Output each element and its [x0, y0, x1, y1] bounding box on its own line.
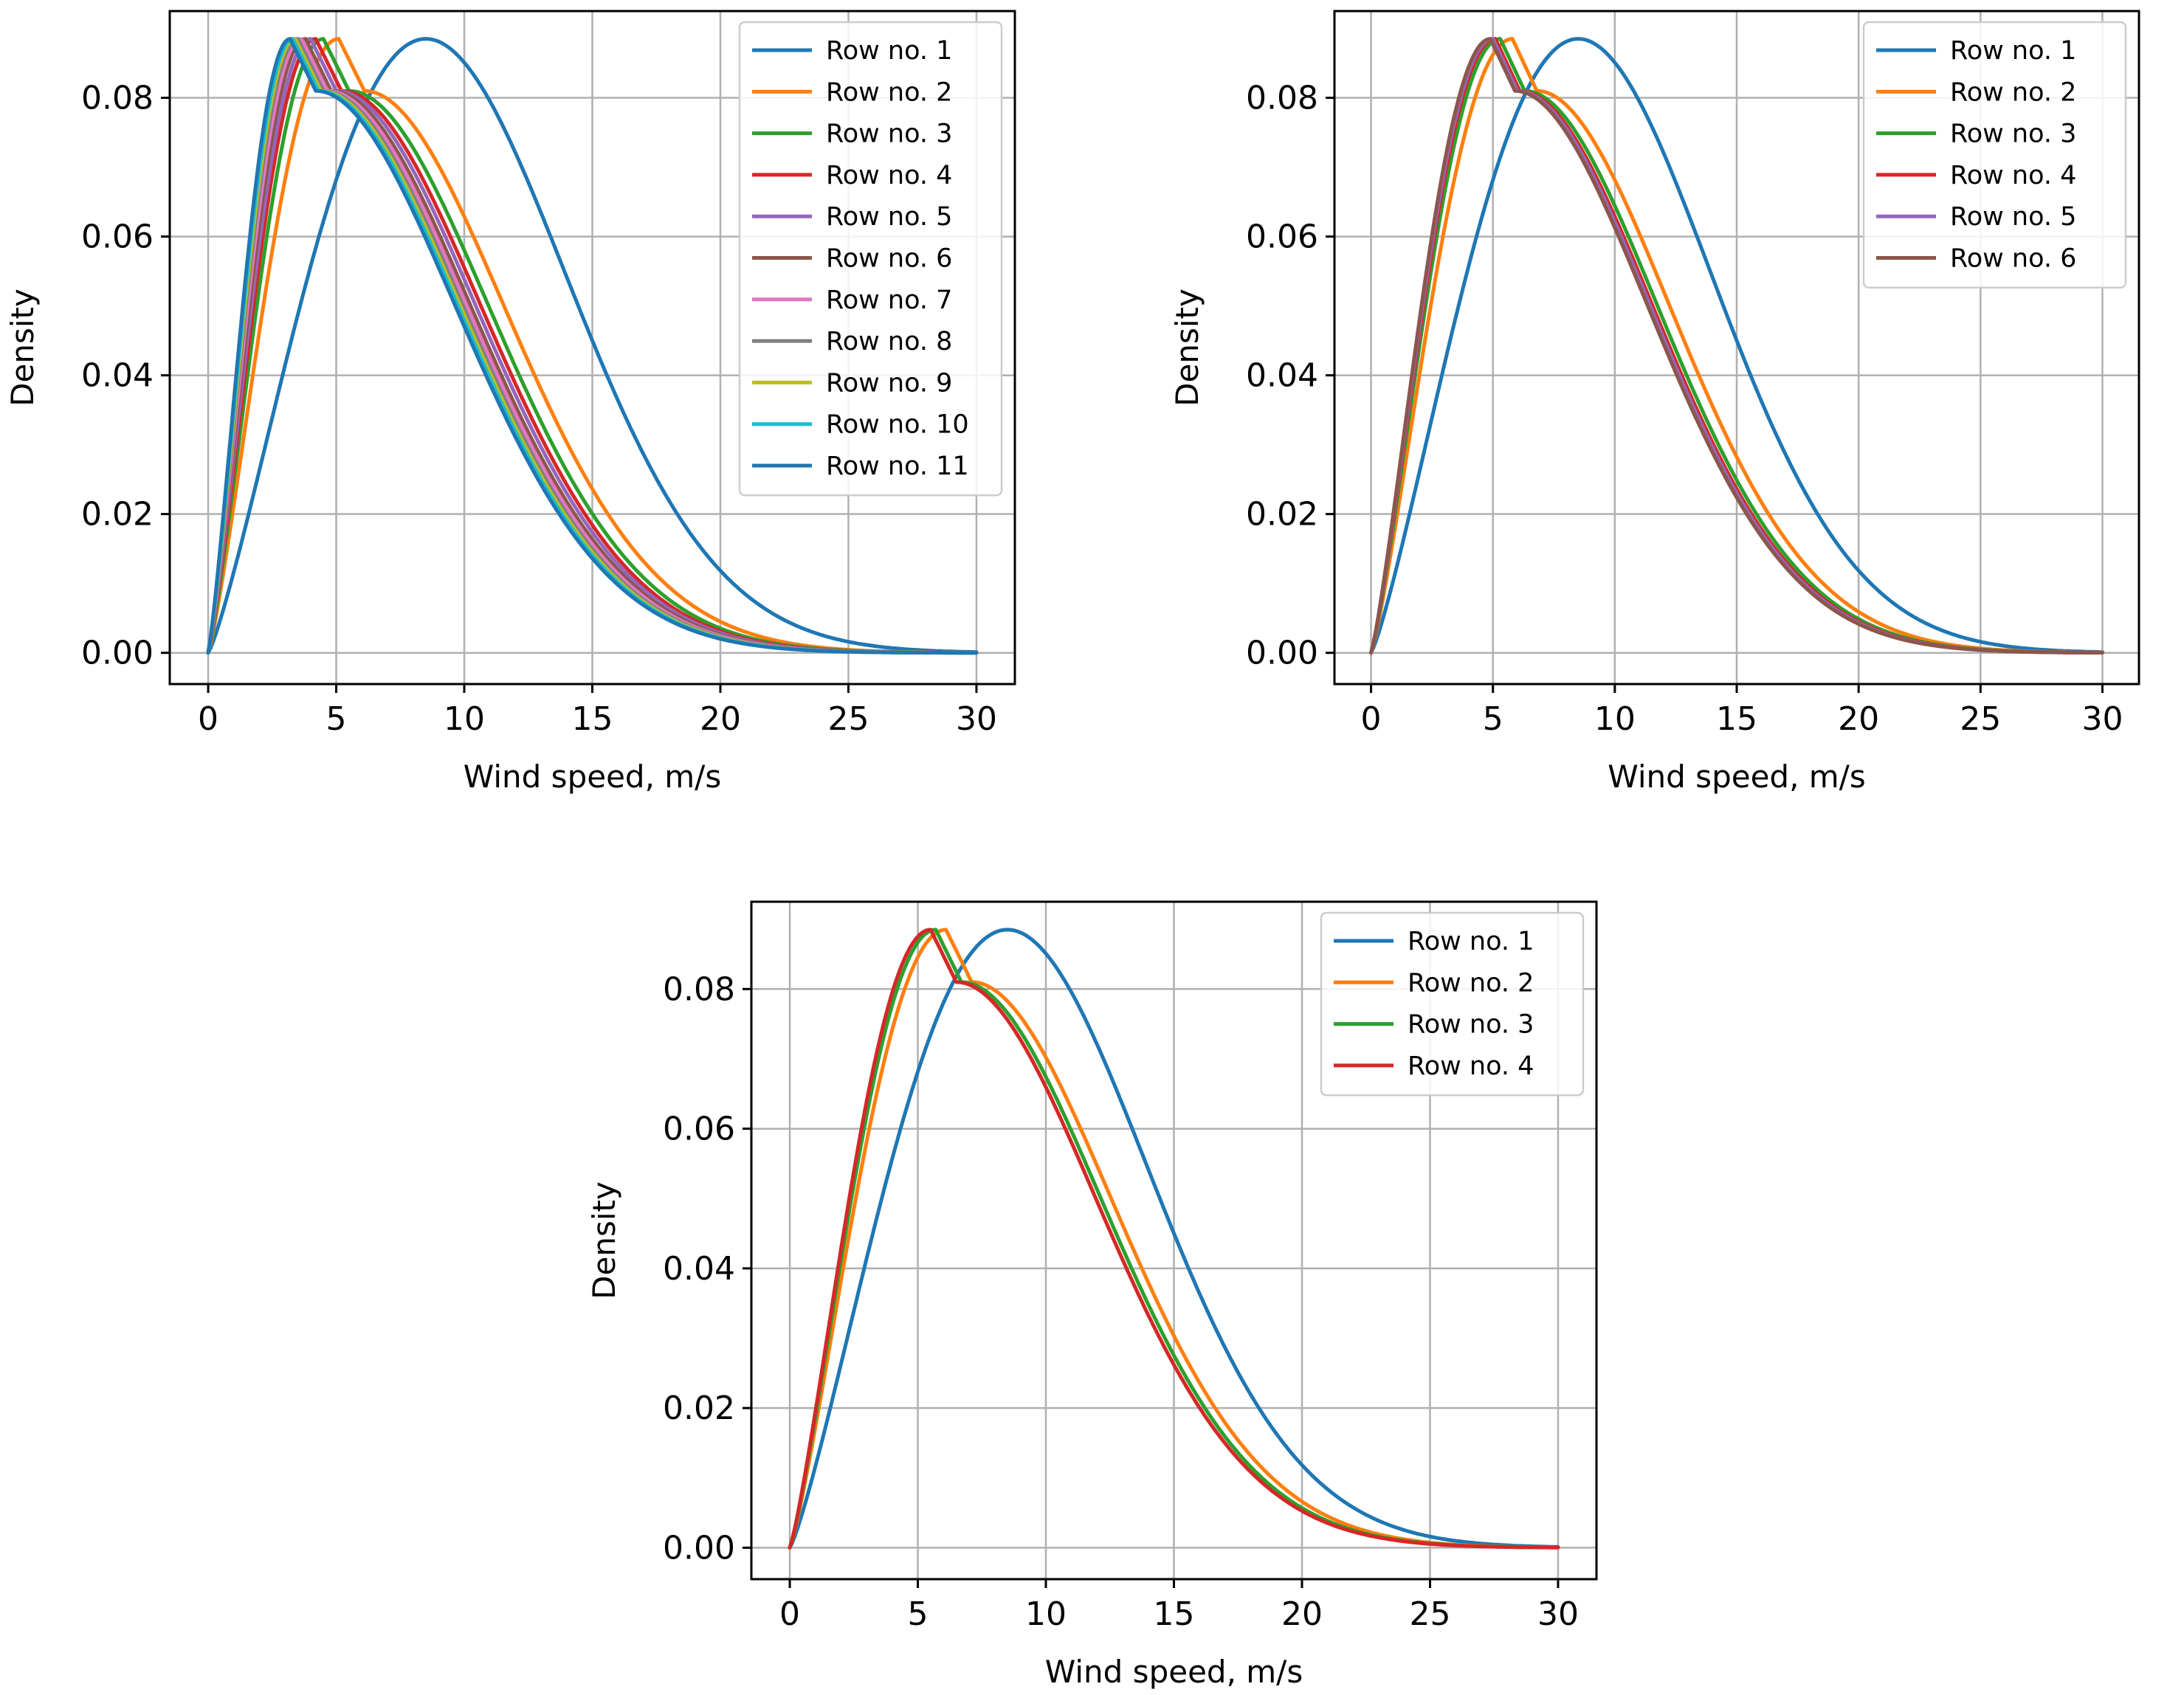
series-line-1 — [1369, 37, 2104, 655]
x-tick-label: 20 — [700, 700, 741, 738]
x-tick-label: 15 — [572, 700, 613, 738]
y-tick-label: 0.02 — [1246, 496, 1318, 534]
y-axis-label: Density — [1169, 289, 1205, 407]
legend-label: Row no. 2 — [826, 77, 952, 107]
legend-label: Row no. 4 — [1950, 161, 2076, 190]
x-tick-label: 25 — [1409, 1595, 1450, 1633]
x-tick-label: 10 — [1025, 1595, 1067, 1633]
y-tick-label: 0.08 — [81, 80, 154, 117]
legend-box — [738, 21, 1003, 497]
legend-box — [1320, 911, 1585, 1097]
x-tick-label: 5 — [326, 700, 347, 738]
y-tick-label: 0.06 — [81, 218, 154, 256]
y-tick-label: 0.04 — [663, 1250, 735, 1288]
series-line-11 — [206, 37, 979, 655]
y-tick-label: 0.06 — [663, 1111, 735, 1148]
chart-panel-top-left: 0 5 10 15 20 25 30 0.00 0.02 0.04 0.06 0.08 Wind spe… — [4, 10, 1016, 795]
x-tick-label: 20 — [1281, 1595, 1323, 1633]
x-tick-label: 25 — [1960, 700, 2001, 738]
y-tick-label: 0.04 — [81, 357, 154, 395]
y-axis-label: Density — [586, 1181, 622, 1299]
x-tick-label: 0 — [779, 1595, 800, 1633]
legend: Row no. 1 Row no. 2 Row no. 3 Row no. 4 — [1320, 911, 1585, 1097]
legend-label: Row no. 3 — [826, 120, 952, 149]
legend-label: Row no. 5 — [1950, 202, 2076, 232]
x-tick-label: 15 — [1716, 700, 1757, 738]
legend-label: Row no. 1 — [826, 36, 952, 66]
legend-label: Row no. 9 — [826, 368, 952, 398]
x-tick-label: 0 — [1361, 700, 1382, 738]
legend-label: Row no. 6 — [826, 244, 952, 274]
y-tick-label: 0.08 — [1246, 80, 1318, 117]
legend-label: Row no. 3 — [1950, 120, 2076, 149]
legend-label: Row no. 5 — [826, 202, 952, 232]
legend-label: Row no. 1 — [1950, 36, 2076, 66]
x-tick-label: 5 — [1483, 700, 1503, 738]
legend-label: Row no. 4 — [826, 161, 952, 190]
x-tick-label: 10 — [444, 700, 485, 738]
chart-panel-bottom-center: 0 5 10 15 20 25 30 0.00 0.02 0.04 0.06 0.08 Wind spe… — [586, 900, 1598, 1690]
legend: Row no. 1 Row no. 2 Row no. 3 Row no. 4 Row … — [1862, 21, 2127, 289]
x-axis-label: Wind speed, m/s — [1045, 1654, 1303, 1690]
x-tick-label: 30 — [956, 700, 997, 738]
x-tick-label: 25 — [827, 700, 869, 738]
chart-panel-top-right: 0 5 10 15 20 25 30 0.00 0.02 0.04 0.06 0.08 Wind spe… — [1169, 10, 2140, 795]
x-tick-label: 5 — [908, 1595, 929, 1633]
legend-label: Row no. 11 — [826, 452, 969, 481]
y-tick-label: 0.06 — [1246, 218, 1318, 256]
series-line-1 — [206, 37, 979, 655]
x-axis-label: Wind speed, m/s — [1608, 759, 1865, 795]
legend: Row no. 1 Row no. 2 Row no. 3 Row no. 4 Row … — [738, 21, 1003, 497]
series-line-4 — [788, 928, 1560, 1550]
y-axis-label: Density — [4, 289, 41, 407]
legend-label: Row no. 2 — [1950, 77, 2076, 107]
y-tick-label: 0.02 — [81, 496, 154, 534]
x-axis-label: Wind speed, m/s — [464, 759, 721, 795]
legend-label: Row no. 4 — [1408, 1052, 1534, 1081]
legend-label: Row no. 2 — [1408, 968, 1534, 998]
legend-box — [1862, 21, 2127, 289]
legend-label: Row no. 3 — [1408, 1010, 1534, 1040]
legend-label: Row no. 1 — [1408, 927, 1534, 956]
x-tick-label: 30 — [2081, 700, 2123, 738]
y-tick-label: 0.00 — [1246, 635, 1318, 672]
x-tick-label: 30 — [1537, 1595, 1579, 1633]
x-tick-label: 20 — [1838, 700, 1879, 738]
y-tick-label: 0.00 — [663, 1529, 735, 1567]
legend-label: Row no. 10 — [826, 410, 969, 440]
series-line-6 — [1369, 37, 2104, 655]
x-tick-label: 0 — [198, 700, 218, 738]
legend-label: Row no. 6 — [1950, 244, 2076, 274]
y-tick-label: 0.00 — [81, 635, 154, 672]
legend-label: Row no. 7 — [826, 286, 952, 315]
x-tick-label: 10 — [1594, 700, 1636, 738]
y-tick-label: 0.08 — [663, 970, 735, 1008]
x-tick-label: 15 — [1154, 1595, 1195, 1633]
legend-label: Row no. 8 — [826, 327, 952, 356]
y-tick-label: 0.04 — [1246, 357, 1318, 395]
series-line-1 — [788, 928, 1560, 1550]
y-tick-label: 0.02 — [663, 1390, 735, 1427]
